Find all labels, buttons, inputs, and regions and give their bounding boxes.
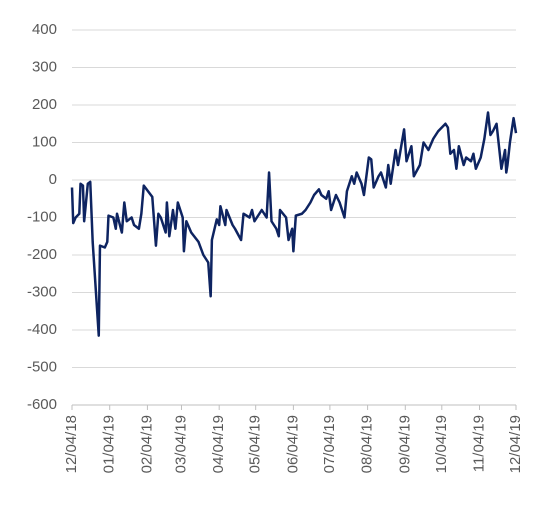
data-line bbox=[70, 111, 518, 337]
y-tick-label: -600 bbox=[27, 396, 57, 413]
y-tick-label: 100 bbox=[32, 133, 57, 150]
x-tick-label: 05/04/19 bbox=[247, 415, 264, 473]
x-tick-label: 08/04/19 bbox=[359, 415, 376, 473]
y-tick-label: -400 bbox=[27, 321, 57, 338]
y-tick-label: -100 bbox=[27, 208, 57, 225]
y-tick-label: -300 bbox=[27, 283, 57, 300]
y-tick-label: 200 bbox=[32, 96, 57, 113]
y-tick-label: 400 bbox=[32, 21, 57, 38]
x-tick-label: 03/04/19 bbox=[172, 415, 189, 473]
y-tick-label: 300 bbox=[32, 58, 57, 75]
x-tick-label: 11/04/19 bbox=[470, 415, 487, 472]
x-tick-label: 02/04/19 bbox=[138, 415, 155, 473]
x-tick-label: 07/04/19 bbox=[321, 415, 338, 473]
x-tick-label: 10/04/19 bbox=[433, 415, 450, 473]
x-tick-label: 12/04/18 bbox=[63, 415, 80, 473]
x-tick-label: 06/04/19 bbox=[284, 415, 301, 473]
y-tick-label: -200 bbox=[27, 246, 57, 263]
x-tick-label: 04/04/19 bbox=[210, 415, 227, 473]
x-tick-label: 12/04/19 bbox=[507, 415, 524, 473]
y-tick-label: -500 bbox=[27, 358, 57, 375]
x-tick-label: 01/04/19 bbox=[101, 415, 118, 473]
y-tick-label: 0 bbox=[49, 171, 57, 188]
x-tick-label: 09/04/19 bbox=[396, 415, 413, 473]
